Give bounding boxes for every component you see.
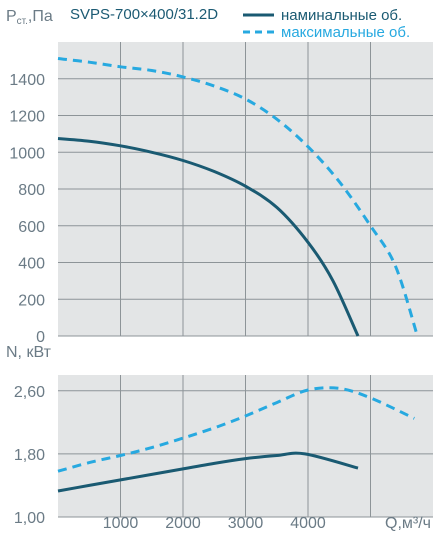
pressure-nominal-curve [57,137,360,337]
flow-axis-label: Q,м³/ч [385,515,431,532]
legend-nominal-label: наминальные об. [281,7,402,24]
chart-title: SVPS-700×400/31.2D [70,6,218,23]
pressure-axis-label: Pст.,Па [6,8,53,27]
pressure-max-curve [57,57,419,337]
flow-tick-label: 2000 [165,515,201,532]
pressure-tick-label: 1400 [9,72,45,89]
pressure-tick-label: 200 [18,292,45,309]
power-tick-label: 1,00 [14,510,45,527]
pressure-tick-label: 400 [18,256,45,273]
flow-tick-label: 1000 [103,515,139,532]
pressure-tick-labels: 0 200 400 600 800 1000 1200 1400 [9,72,45,346]
power-curves [57,386,415,493]
pressure-tick-label: 600 [18,219,45,236]
pressure-axis-label-main: P [6,8,17,25]
power-axis-label: N, кВт [6,344,52,361]
power-tick-label: 2,60 [14,384,45,401]
pressure-tick-label: 1200 [9,109,45,126]
power-nominal-curve [57,451,359,493]
power-tick-label: 1,80 [14,447,45,464]
pressure-tick-label: 0 [36,329,45,346]
chart-legend: наминальные об. максимальные об. [243,7,410,41]
power-max-curve [57,386,415,473]
flow-tick-label: 4000 [290,515,326,532]
legend-max-label: максимальные об. [281,24,410,41]
grid-lines [58,42,433,518]
pressure-axis-label-unit: ,Па [28,8,53,25]
pressure-axis-label-sub: ст. [17,16,28,27]
pressure-tick-label: 800 [18,182,45,199]
pressure-curves [57,57,419,337]
pressure-tick-label: 1000 [9,145,45,162]
power-tick-labels: 1,00 1,80 2,60 1000 2000 3000 4000 [14,384,326,532]
flow-tick-label: 3000 [228,515,264,532]
